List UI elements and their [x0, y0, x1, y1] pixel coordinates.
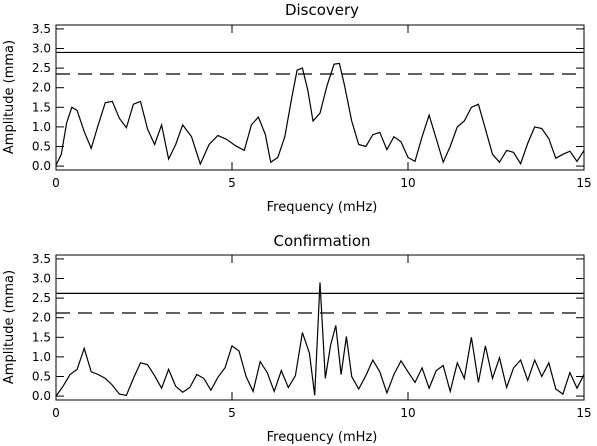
confirmation-y-tick-label: 2.5 [32, 291, 51, 305]
confirmation-y-tick-label: 0.5 [32, 369, 51, 383]
confirmation-x-tick-label: 15 [576, 406, 591, 420]
discovery-y-tick-label: 0.0 [32, 159, 51, 173]
confirmation-x-tick-label: 0 [52, 406, 60, 420]
discovery-x-tick-label: 0 [52, 176, 60, 190]
discovery-x-tick-label: 10 [400, 176, 415, 190]
confirmation-y-tick-label: 2.0 [32, 311, 51, 325]
discovery-y-tick-label: 3.5 [32, 22, 51, 36]
confirmation-y-tick-label: 3.5 [32, 252, 51, 266]
confirmation-y-tick-label: 1.0 [32, 350, 51, 364]
discovery-y-tick-label: 3.0 [32, 42, 51, 56]
discovery-x-tick-label: 5 [228, 176, 236, 190]
confirmation-y-tick-label: 1.5 [32, 330, 51, 344]
confirmation-panel: Confirmation 0 5 10 15 0.0 0.5 1.0 1.5 2.0 2.5 3.0… [2, 232, 592, 445]
confirmation-y-axis-label: Amplitude (mma) [2, 270, 17, 384]
confirmation-amplitude-trace [55, 282, 585, 397]
discovery-y-tick-label: 1.5 [32, 100, 51, 114]
confirmation-y-tick-label: 0.0 [32, 389, 51, 403]
confirmation-x-tick-label: 10 [400, 406, 415, 420]
discovery-ticks: 0 5 10 15 0.0 0.5 1.0 1.5 2.0 2.5 3.0 3.5 [32, 22, 592, 190]
discovery-y-axis-label: Amplitude (mma) [2, 40, 17, 154]
discovery-panel: Discovery 0 5 10 15 0.0 0.5 1.0 1.5 2.0 2.5 3.0 3.5… [2, 1, 592, 215]
discovery-amplitude-trace [55, 62, 585, 166]
discovery-y-tick-label: 2.5 [32, 61, 51, 75]
confirmation-ticks: 0 5 10 15 0.0 0.5 1.0 1.5 2.0 2.5 3.0 3.5 [32, 252, 592, 420]
discovery-y-tick-label: 2.0 [32, 81, 51, 95]
confirmation-x-tick-label: 5 [228, 406, 236, 420]
discovery-x-tick-label: 15 [576, 176, 591, 190]
confirmation-x-axis-label: Frequency (mHz) [267, 430, 378, 445]
confirmation-y-tick-label: 3.0 [32, 272, 51, 286]
discovery-y-tick-label: 0.5 [32, 139, 51, 153]
discovery-plot-frame [55, 24, 585, 171]
discovery-x-axis-label: Frequency (mHz) [267, 200, 378, 215]
discovery-y-tick-label: 1.0 [32, 120, 51, 134]
confirmation-plot-frame [55, 254, 585, 401]
discovery-title: Discovery [285, 1, 359, 19]
confirmation-title: Confirmation [273, 232, 370, 250]
